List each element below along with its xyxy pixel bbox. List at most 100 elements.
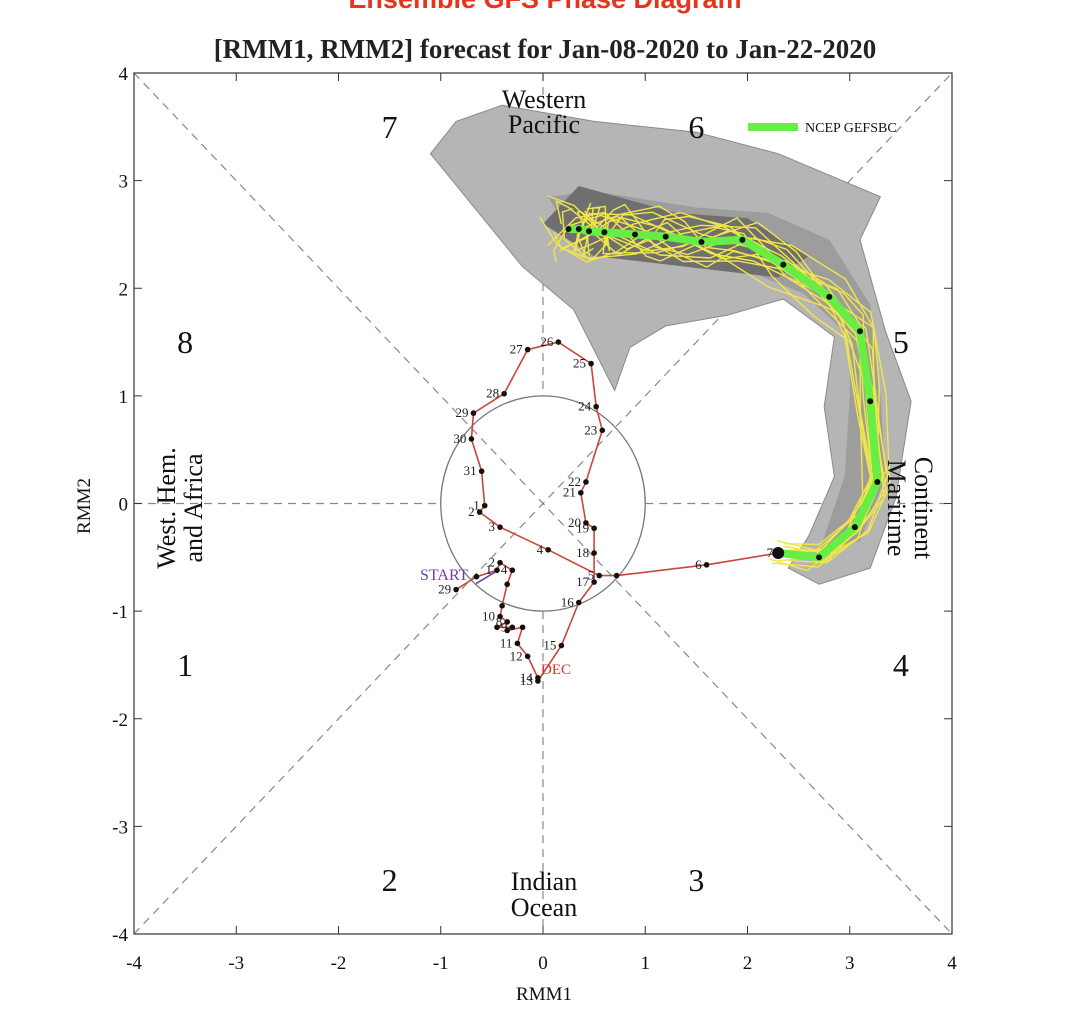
legend-swatch [748,123,798,131]
forecast-point [739,236,746,243]
day-label: 23 [584,422,597,437]
ensemble-member-track [586,205,873,564]
observed-point [481,502,488,509]
y-tick-label: -1 [112,602,128,623]
chart-title: Ensemble GFS Phase Diagram [0,0,1090,15]
observed-point [545,546,551,553]
day-label: 16 [561,595,575,610]
observed-point [504,627,511,634]
forecast-point [856,328,863,335]
observed-point [591,579,597,585]
day-label: 13 [520,673,533,688]
day-label: 15 [543,638,556,653]
x-tick-label: 3 [845,953,855,974]
y-axis-label: RMM2 [74,478,95,534]
day-label: 31 [464,463,477,478]
day-label: 9 [501,619,508,634]
y-tick-label: 3 [119,172,129,193]
day-label: 7 [767,545,774,560]
forecast-point [867,398,874,405]
legend-label: NCEP GEFSBC [805,121,897,136]
day-label: 14 [520,670,534,685]
observed-point [476,509,483,515]
day-label: 20 [568,515,581,530]
observed-point [499,602,505,609]
phase-label-5: 5 [893,324,909,360]
observed-point [478,468,485,475]
phase-label-8: 8 [177,324,193,360]
day-label: 2 [468,504,475,519]
observed-point [494,624,500,631]
day-label: 1 [473,498,480,513]
observed-point [613,572,620,579]
region-maritime-line1: Maritime [882,460,911,557]
y-tick-label: -2 [112,710,128,731]
phase-label-4: 4 [893,647,909,683]
day-label: 1 [485,562,492,577]
x-tick-label: 4 [947,953,957,974]
region-western-pacific-line1: Western [502,85,587,114]
day-label: 11 [500,635,513,650]
phase-label-6: 6 [688,109,704,145]
day-label: 6 [695,557,702,572]
day-label: 22 [568,474,581,489]
observed-point [524,653,531,660]
observed-point [575,599,582,606]
observed-point [497,559,503,566]
forecast-point [565,226,572,233]
observed-point [593,403,599,410]
observed-point [524,346,531,353]
forecast-point [662,233,669,240]
observed-point [504,619,511,625]
observed-point [497,524,503,530]
x-tick-label: 0 [538,953,548,974]
region-indian-ocean-line2: Ocean [511,893,577,922]
day-label: 12 [510,648,523,663]
observed-point [504,581,511,588]
day-label: 25 [573,356,586,371]
day-label: 18 [576,545,589,560]
observed-point [468,436,475,442]
x-tick-label: 2 [743,953,753,974]
day-label: 8 [496,614,503,629]
ensemble-member-track [572,215,875,563]
observed-point [596,572,603,579]
forecast-point [586,228,593,235]
region-western-pacific-line2: Pacific [508,110,580,139]
observed-point [473,573,480,580]
forecast-point [780,261,787,268]
day-label: 5 [588,568,595,583]
ensemble-member-track [552,214,886,558]
observed-point [494,567,500,574]
start-pointer [475,571,496,585]
day-label: 4 [537,542,544,557]
forecast-mean-line [568,225,882,562]
observed-point [558,642,565,649]
chart-subtitle: [RMM1, RMM2] forecast for Jan-08-2020 to… [213,34,877,64]
day-label: 30 [453,431,466,446]
y-tick-label: 0 [119,495,129,516]
y-tick-label: -3 [112,817,128,838]
y-tick-label: 1 [119,387,129,408]
day-label: 10 [482,609,495,624]
region-west-hem-line2: and Africa [179,453,208,562]
y-tick-label: -4 [112,925,128,946]
day-label: 29 [438,582,451,597]
start-annotation: START [420,567,469,584]
observed-point [583,479,589,485]
unit-circle [440,395,646,612]
observed-point [555,339,562,345]
forecast-point [601,229,608,236]
diagonal-guide [133,72,953,935]
forecast-point [632,231,639,238]
forecast-point [851,524,858,531]
region-indian-ocean-line1: Indian [511,867,577,896]
day-label: 4 [501,562,508,577]
observed-point [583,520,589,526]
x-tick-label: -1 [433,953,449,974]
observed-point [591,525,597,532]
phase-label-3: 3 [688,862,704,898]
x-axis-label: RMM1 [516,984,572,1005]
y-tick-label: 4 [119,64,129,85]
